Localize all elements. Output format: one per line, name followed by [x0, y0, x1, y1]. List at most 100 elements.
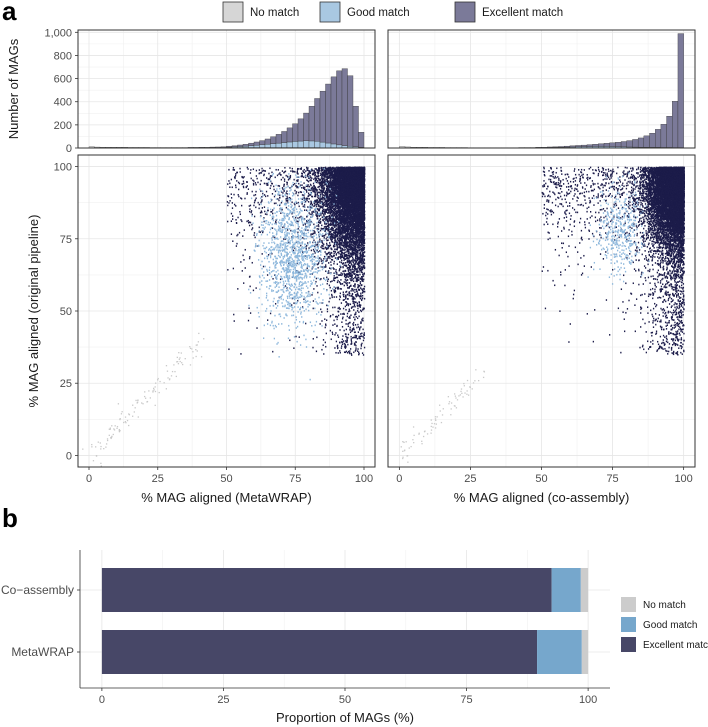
- scatter-point-excellent: [330, 253, 331, 255]
- scatter-point-excellent: [330, 287, 331, 289]
- scatter-point-excellent: [333, 251, 334, 253]
- scatter-point-excellent: [318, 224, 319, 226]
- scatter-point-excellent: [318, 267, 319, 269]
- scatter-point-no-match: [123, 422, 124, 423]
- scatter-point-excellent: [327, 283, 328, 285]
- scatter-point-excellent: [336, 296, 337, 298]
- scatter-point-excellent: [244, 229, 245, 231]
- scatter-point-excellent: [360, 293, 361, 295]
- hist-bar-excellent-match: [559, 146, 565, 147]
- hist-bar-excellent-match: [359, 132, 365, 147]
- hist-bar-excellent-match: [276, 134, 282, 143]
- scatter-point-excellent: [342, 318, 343, 320]
- scatter-point-excellent: [336, 341, 337, 343]
- scatter-point-excellent: [361, 335, 362, 337]
- scatter-point-no-match: [111, 438, 112, 439]
- scatter-point-no-match: [137, 399, 138, 400]
- scatter-point-no-match: [180, 361, 181, 362]
- scatter-point-excellent: [354, 291, 355, 293]
- hist-bar-excellent-match: [282, 131, 288, 142]
- scatter-point-no-match: [178, 363, 179, 364]
- hist-bar-excellent-match: [287, 128, 293, 142]
- hist-bar-good-match: [287, 142, 293, 148]
- scatter-point-excellent: [360, 298, 361, 300]
- scatter-point-no-match: [201, 356, 202, 357]
- scatter-point-excellent: [328, 222, 329, 224]
- scatter-point-excellent: [313, 300, 314, 302]
- scatter-point-excellent: [262, 170, 263, 172]
- scatter-point-excellent: [317, 244, 318, 246]
- scatter-point-excellent: [328, 262, 329, 264]
- scatter-point-excellent: [267, 195, 268, 197]
- scatter-point-excellent: [356, 258, 357, 260]
- scatter-point-excellent: [357, 259, 358, 261]
- hist-bar-excellent-match: [326, 84, 332, 143]
- scatter-point-excellent: [238, 194, 239, 196]
- scatter-point-excellent: [326, 243, 327, 245]
- legend-label-0: No match: [250, 7, 299, 19]
- scatter-point-no-match: [179, 359, 180, 360]
- scatter-point-excellent: [254, 232, 255, 234]
- scatter-point-no-match: [100, 463, 101, 464]
- hist-bar-excellent-match: [353, 106, 359, 146]
- scatter-point-no-match: [190, 348, 191, 349]
- scatter-point-excellent: [307, 180, 308, 182]
- scatter-point-excellent: [242, 183, 243, 185]
- scatter-point-excellent: [266, 214, 267, 216]
- scatter-point-no-match: [113, 434, 114, 435]
- scatter-point-excellent: [297, 232, 298, 234]
- scatter-point-no-match: [195, 356, 196, 357]
- scatter-point-excellent: [332, 314, 333, 316]
- scatter-point-excellent: [350, 271, 351, 273]
- scatter-point-excellent: [325, 342, 326, 344]
- scatter-point-no-match: [115, 425, 116, 426]
- scatter-point-no-match: [116, 428, 117, 429]
- scatter-point-excellent: [357, 303, 358, 305]
- scatter-point-excellent: [339, 329, 340, 331]
- scatter-point-no-match: [103, 448, 104, 449]
- scatter-point-no-match: [174, 371, 175, 372]
- scatter-point-no-match: [109, 435, 110, 436]
- scatter-point-excellent: [329, 257, 330, 259]
- scatter-point-excellent: [280, 278, 281, 280]
- scatter-point-excellent: [236, 172, 237, 174]
- scatter-point-excellent: [327, 239, 328, 241]
- hist-bar-excellent-match: [210, 147, 216, 148]
- scatter-point-no-match: [152, 390, 153, 391]
- scatter-point-no-match: [141, 402, 142, 403]
- scatter-point-excellent: [260, 212, 261, 214]
- scatter-point-excellent: [307, 167, 308, 169]
- hist-bar-excellent-match: [644, 136, 650, 147]
- scatter-point-excellent: [343, 249, 344, 251]
- scatter-point-excellent: [332, 239, 333, 241]
- scatter-point-excellent: [284, 178, 285, 180]
- scatter-point-no-match: [95, 446, 96, 447]
- hist-bar-excellent-match: [587, 145, 593, 147]
- scatter-point-excellent: [358, 311, 359, 313]
- scatter-point-excellent: [349, 287, 350, 289]
- scatter-point-excellent: [283, 238, 284, 240]
- hist-bar-excellent-match: [309, 106, 315, 141]
- scatter-point-no-match: [107, 440, 108, 441]
- scatter-point-excellent: [235, 185, 236, 187]
- scatter-point-excellent: [297, 217, 298, 219]
- hist-bar-excellent-match: [610, 143, 616, 147]
- scatter-point-excellent: [284, 180, 285, 182]
- scatter-point-excellent: [287, 229, 288, 231]
- scatter-point-no-match: [185, 358, 186, 359]
- scatter-point-excellent: [299, 217, 300, 219]
- scatter-point-no-match: [125, 422, 126, 423]
- scatter-point-excellent: [344, 285, 345, 287]
- scatter-point-excellent: [270, 175, 271, 177]
- hist-bar-excellent-match: [667, 116, 673, 147]
- scatter-point-excellent: [354, 298, 355, 300]
- scatter-point-excellent: [314, 250, 315, 252]
- scatter-point-excellent: [263, 266, 264, 268]
- scatter-point-no-match: [142, 403, 143, 404]
- hist-bar-good-match: [276, 143, 282, 147]
- scatter-point-no-match: [176, 376, 177, 377]
- scatter-point-no-match: [125, 416, 126, 417]
- scatter-point-excellent: [231, 213, 232, 215]
- hist-bar-excellent-match: [221, 147, 227, 148]
- scatter-point-no-match: [100, 442, 101, 443]
